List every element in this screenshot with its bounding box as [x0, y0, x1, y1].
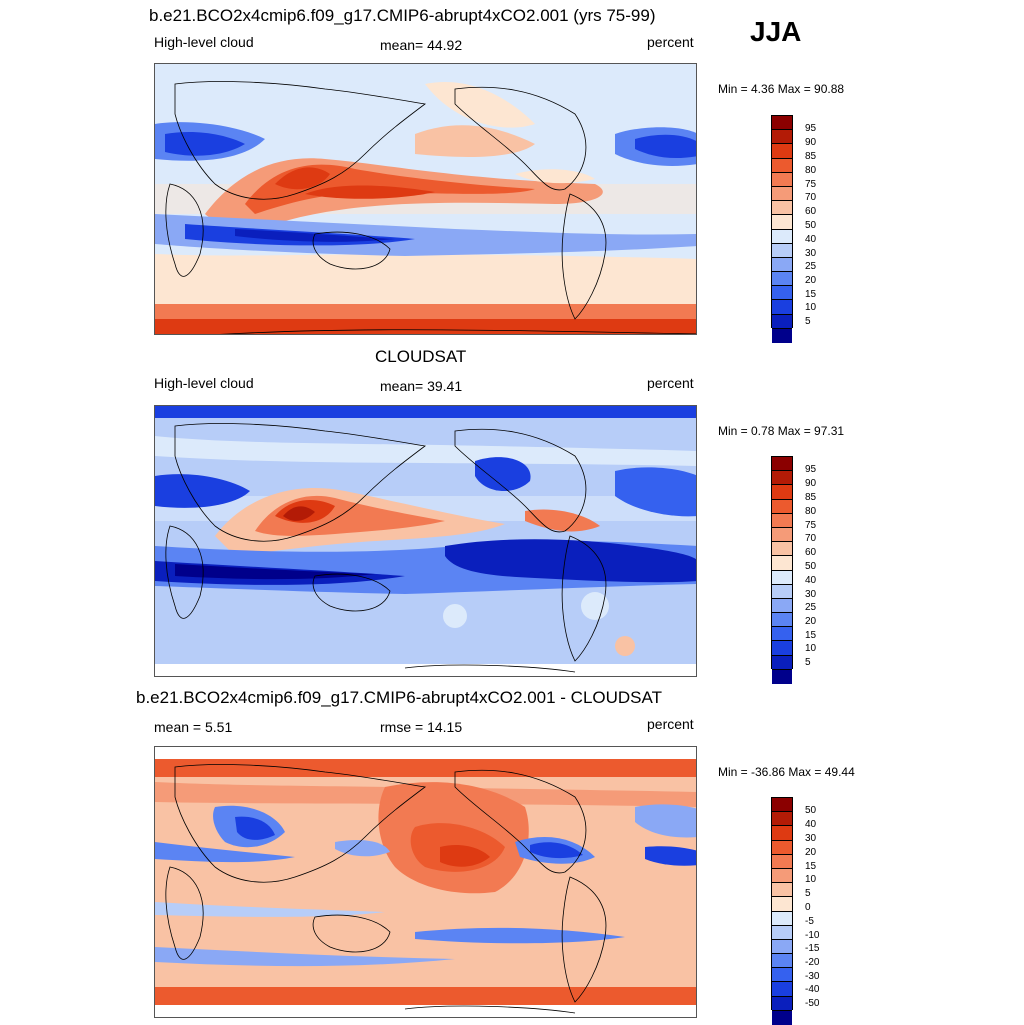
cb3-label: 0: [805, 902, 811, 913]
cb2-label: 5: [805, 657, 811, 668]
panel3-map: [154, 746, 697, 1018]
panel2-units-label: percent: [647, 375, 694, 391]
cb3-label: -40: [805, 984, 820, 995]
panel1-units-label: percent: [647, 34, 694, 50]
panel3-minmax: Min = -36.86 Max = 49.44: [718, 765, 855, 779]
panel1-mean-label: mean= 44.92: [380, 37, 463, 53]
cb3-label: 5: [805, 888, 811, 899]
cb1-label: 60: [805, 206, 817, 217]
cb3-label: 20: [805, 847, 817, 858]
cb2-label: 10: [805, 643, 817, 654]
cb1-label: 10: [805, 302, 817, 313]
cb1-label: 15: [805, 289, 817, 300]
panel1-variable-label: High-level cloud: [154, 34, 254, 50]
cb3-label: 10: [805, 874, 817, 885]
cb1-label: 40: [805, 234, 817, 245]
panel3-units-label: percent: [647, 716, 694, 732]
panel2-title: CLOUDSAT: [375, 347, 467, 366]
panel2-minmax: Min = 0.78 Max = 97.31: [718, 424, 845, 438]
cb2-label: 75: [805, 520, 817, 531]
cb1-label: 90: [805, 137, 817, 148]
cb1-label: 75: [805, 179, 817, 190]
panel3-colorbar: [771, 797, 793, 1025]
cb2-label: 80: [805, 506, 817, 517]
cb3-label: -10: [805, 930, 820, 941]
panel2-colorbar: [771, 456, 793, 684]
cb3-label: 30: [805, 833, 817, 844]
cb1-label: 95: [805, 123, 817, 134]
cb2-label: 70: [805, 533, 817, 544]
cb2-label: 20: [805, 616, 817, 627]
cb3-label: 50: [805, 805, 817, 816]
cb1-label: 70: [805, 192, 817, 203]
panel3-rmse-label: rmse = 14.15: [380, 719, 463, 735]
cb2-label: 90: [805, 478, 817, 489]
cb2-label: 15: [805, 630, 817, 641]
cb1-label: 85: [805, 151, 817, 162]
cb2-label: 95: [805, 464, 817, 475]
panel1-colorbar: [771, 115, 793, 343]
season-label: JJA: [750, 16, 802, 47]
cb3-label: -30: [805, 971, 820, 982]
panel3-mean-label: mean = 5.51: [154, 719, 233, 735]
cb2-label: 40: [805, 575, 817, 586]
cb1-label: 25: [805, 261, 817, 272]
panel3-title: b.e21.BCO2x4cmip6.f09_g17.CMIP6-abrupt4x…: [136, 688, 662, 707]
cb3-label: -20: [805, 957, 820, 968]
cb1-label: 30: [805, 248, 817, 259]
panel1-title: b.e21.BCO2x4cmip6.f09_g17.CMIP6-abrupt4x…: [149, 6, 656, 25]
panel1-map: [154, 63, 697, 335]
cb1-label: 5: [805, 316, 811, 327]
cb3-label: 15: [805, 861, 817, 872]
cb3-label: 40: [805, 819, 817, 830]
cb2-label: 25: [805, 602, 817, 613]
panel2-mean-label: mean= 39.41: [380, 378, 463, 394]
cb2-label: 85: [805, 492, 817, 503]
cb3-label: -5: [805, 916, 814, 927]
cb2-label: 50: [805, 561, 817, 572]
cb1-label: 20: [805, 275, 817, 286]
cb2-label: 60: [805, 547, 817, 558]
cb1-label: 50: [805, 220, 817, 231]
cb3-label: -50: [805, 998, 820, 1009]
panel2-map: [154, 405, 697, 677]
panel2-variable-label: High-level cloud: [154, 375, 254, 391]
panel1-minmax: Min = 4.36 Max = 90.88: [718, 82, 845, 96]
cb3-label: -15: [805, 943, 820, 954]
cb1-label: 80: [805, 165, 817, 176]
cb2-label: 30: [805, 589, 817, 600]
